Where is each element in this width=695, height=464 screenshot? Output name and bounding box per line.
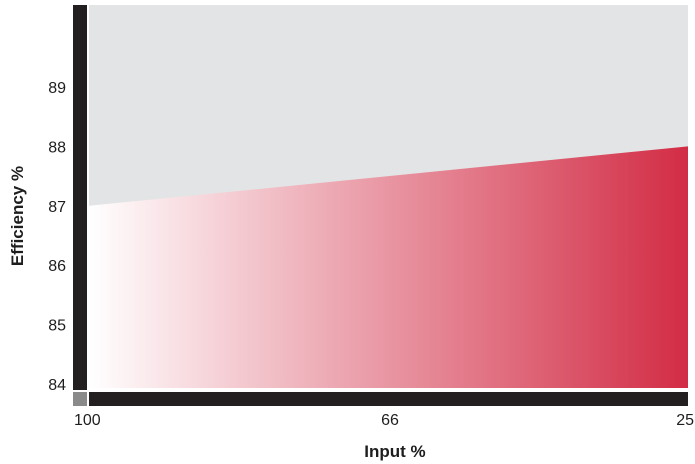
x-tick-label: 66: [381, 412, 399, 429]
x-axis-line: [89, 392, 688, 406]
y-tick-label: 84: [48, 377, 66, 394]
x-tick-label: 25: [676, 412, 694, 429]
y-axis-title: Efficiency %: [8, 166, 27, 266]
y-tick-label: 85: [48, 318, 66, 335]
x-tick-label: 100: [74, 412, 101, 429]
y-axis-line: [73, 5, 87, 390]
x-axis-title: Input %: [364, 442, 425, 461]
y-tick-label: 88: [48, 139, 66, 156]
y-tick-label: 87: [48, 199, 66, 216]
y-tick-label: 86: [48, 258, 66, 275]
efficiency-area: [89, 146, 688, 388]
y-tick-label: 89: [48, 80, 66, 97]
axis-corner: [73, 392, 87, 406]
